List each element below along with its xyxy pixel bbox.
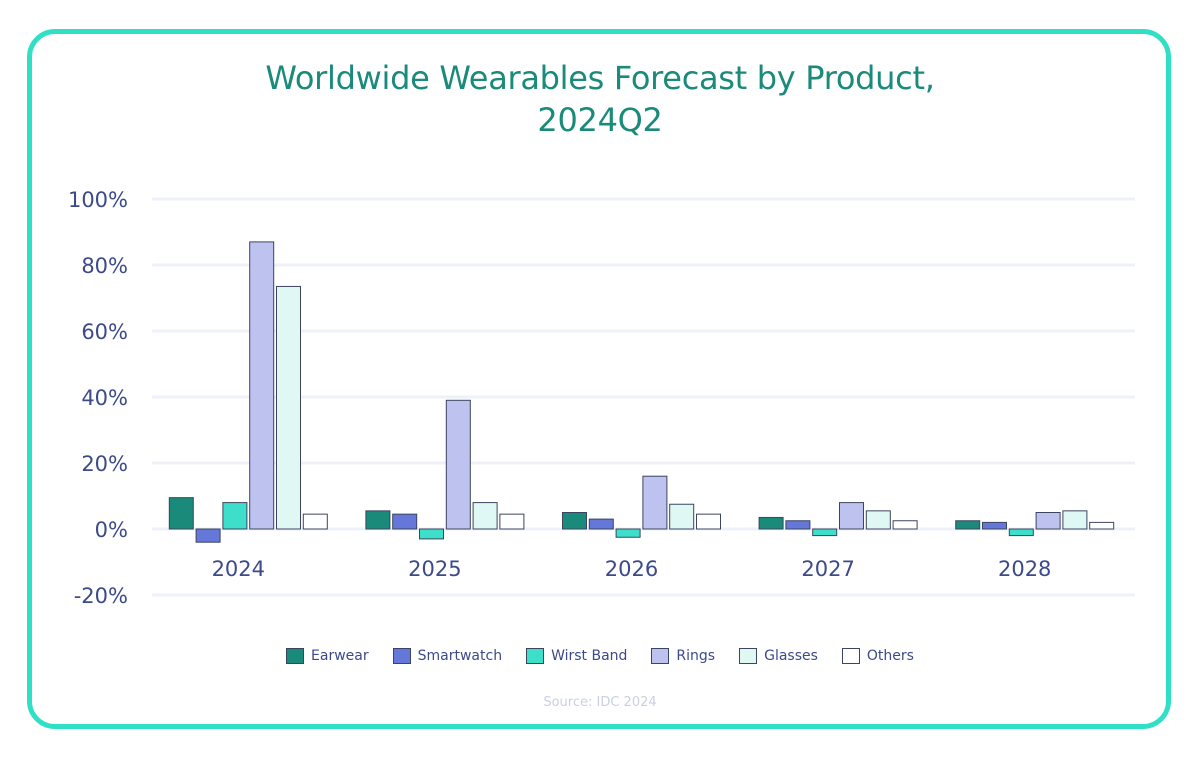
bar-earwear-2025 bbox=[365, 510, 391, 530]
chart-legend: Earwear Smartwatch Wirst Band Rings Glasses O… bbox=[0, 648, 1200, 664]
legend-label: Glasses bbox=[764, 648, 818, 664]
bar-wirst-band-2025 bbox=[419, 528, 444, 540]
bar-earwear-2027 bbox=[758, 516, 784, 530]
legend-item: Rings bbox=[651, 648, 715, 664]
bar-rings-2028 bbox=[1035, 512, 1061, 530]
bar-smartwatch-2028 bbox=[982, 521, 1007, 530]
legend-swatch bbox=[739, 648, 758, 664]
bar-glasses-2026 bbox=[669, 503, 695, 530]
chart-title-line-2: 2024Q2 bbox=[537, 101, 663, 139]
legend-item: Wirst Band bbox=[526, 648, 627, 664]
bar-glasses-2027 bbox=[865, 510, 891, 530]
legend-label: Wirst Band bbox=[551, 648, 628, 664]
bar-smartwatch-2025 bbox=[392, 513, 418, 530]
legend-label: Others bbox=[866, 648, 914, 664]
bar-rings-2024 bbox=[249, 241, 275, 530]
legend-item: Others bbox=[841, 648, 914, 664]
y-tick-label: 40% bbox=[81, 386, 128, 410]
x-tick-label: 2025 bbox=[408, 557, 461, 581]
bar-smartwatch-2026 bbox=[588, 518, 614, 530]
bar-rings-2027 bbox=[839, 502, 864, 530]
legend-label: Smartwatch bbox=[417, 648, 503, 664]
legend-item: Glasses bbox=[739, 648, 818, 664]
y-tick-label: -20% bbox=[74, 584, 128, 608]
bar-rings-2025 bbox=[445, 399, 471, 530]
chart-title: Worldwide Wearables Forecast by Product,… bbox=[0, 57, 1200, 141]
bar-earwear-2024 bbox=[168, 497, 194, 530]
bar-glasses-2025 bbox=[472, 502, 498, 530]
legend-item: Smartwatch bbox=[392, 648, 503, 664]
legend-swatch bbox=[392, 648, 411, 664]
x-tick-label: 2026 bbox=[605, 557, 658, 581]
chart-card bbox=[27, 29, 1171, 729]
bar-wirst-band-2026 bbox=[615, 528, 641, 538]
chart-title-line-1: Worldwide Wearables Forecast by Product, bbox=[265, 59, 935, 97]
x-tick-label: 2028 bbox=[998, 557, 1051, 581]
legend-label: Earwear bbox=[311, 648, 369, 664]
bar-wirst-band-2028 bbox=[1008, 528, 1034, 537]
bar-smartwatch-2027 bbox=[785, 520, 811, 530]
x-tick-label: 2024 bbox=[212, 557, 265, 581]
bar-wirst-band-2024 bbox=[222, 502, 248, 530]
bar-others-2025 bbox=[499, 513, 525, 530]
legend-swatch bbox=[841, 648, 860, 664]
bar-others-2028 bbox=[1089, 521, 1115, 530]
bar-wirst-band-2027 bbox=[812, 528, 838, 537]
bar-glasses-2024 bbox=[276, 285, 301, 530]
legend-item: Earwear bbox=[286, 648, 369, 664]
source-note: Source: IDC 2024 bbox=[543, 695, 657, 710]
bar-earwear-2028 bbox=[955, 520, 981, 530]
y-tick-label: 60% bbox=[81, 320, 128, 344]
bar-rings-2026 bbox=[642, 475, 668, 530]
bar-others-2024 bbox=[302, 513, 328, 530]
y-tick-label: 80% bbox=[81, 254, 128, 278]
y-tick-label: 20% bbox=[81, 452, 128, 476]
bar-earwear-2026 bbox=[562, 512, 587, 530]
legend-swatch bbox=[651, 648, 670, 664]
y-tick-label: 100% bbox=[68, 188, 128, 212]
legend-label: Rings bbox=[676, 648, 716, 664]
bar-others-2027 bbox=[892, 520, 918, 530]
y-tick-label: 0% bbox=[95, 518, 128, 542]
bar-others-2026 bbox=[696, 513, 721, 530]
legend-swatch bbox=[526, 648, 545, 664]
bar-glasses-2028 bbox=[1062, 510, 1088, 530]
x-tick-label: 2027 bbox=[801, 557, 854, 581]
legend-swatch bbox=[286, 648, 305, 664]
bar-smartwatch-2024 bbox=[195, 528, 221, 543]
